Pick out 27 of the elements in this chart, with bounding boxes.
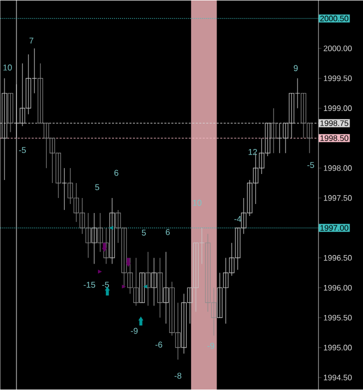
annotation: 7 <box>29 38 34 44</box>
annotation: -9 <box>130 328 138 334</box>
candlestick <box>139 272 145 304</box>
candlestick <box>145 252 151 306</box>
annotation: 6 <box>114 170 118 176</box>
candlestick <box>163 252 168 324</box>
candlestick <box>270 108 276 154</box>
annotation: -5 <box>102 282 109 288</box>
annotation: -15 <box>84 282 95 288</box>
annotation: -8 <box>174 372 182 379</box>
annotation: 9 <box>294 65 298 72</box>
candlestick <box>151 258 157 306</box>
annotation: 10 <box>192 200 202 206</box>
annotation: -5 <box>18 147 26 154</box>
candlestick <box>61 168 67 210</box>
candlestick <box>2 78 8 180</box>
annotation: 6 <box>166 229 170 236</box>
candlestick <box>91 212 97 264</box>
candlestick <box>157 258 163 318</box>
annotation: -6 <box>155 342 162 348</box>
annotation: 5 <box>142 230 146 236</box>
annotation: -5 <box>307 162 314 168</box>
annotation: 12 <box>248 148 257 155</box>
annotation: 5 <box>95 184 100 190</box>
candlestick <box>8 92 13 132</box>
annotation: 10 <box>3 64 12 71</box>
annotation: -9 <box>207 342 214 349</box>
